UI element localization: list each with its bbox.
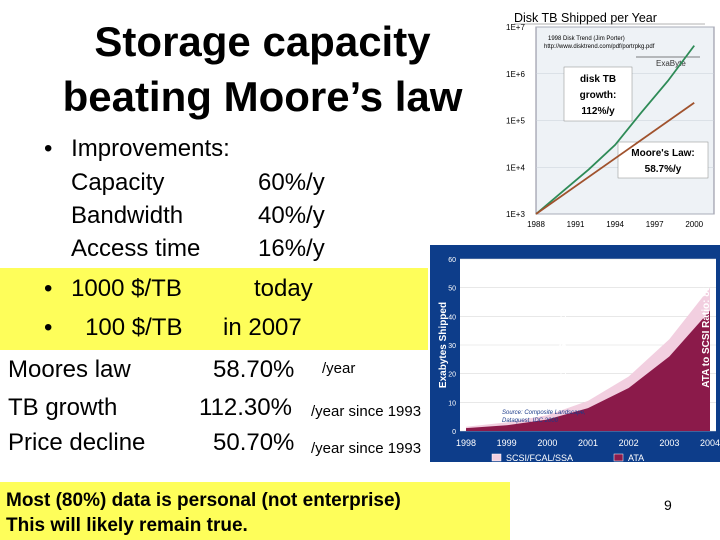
title-line-2: beating Moore’s law xyxy=(62,73,463,120)
disk-y-tick-label: 1E+5 xyxy=(506,117,525,126)
exabytes-chart: 0 10 20 30 40 50 60 1998 1999 2000 2001 2002 2003 20… xyxy=(430,245,720,462)
annotation-exabyte: ExaByte xyxy=(656,59,686,68)
disk-growth-line1: disk TB xyxy=(580,74,616,85)
growth-value-tb-growth: 112.30% xyxy=(199,394,292,421)
price-today-when: today xyxy=(254,275,313,302)
moores-law-series-line xyxy=(535,101,695,215)
source-note-line1: 1998 Disk Trend (Jim Porter) xyxy=(548,36,625,42)
disk-chart-y-ticks: 1E+7 1E+6 1E+5 1E+4 1E+3 xyxy=(506,23,525,219)
legend-swatch-scsi xyxy=(491,453,502,462)
footer-box: Most (80%) data is personal (not enterpr… xyxy=(0,482,510,540)
disk-growth-box xyxy=(563,66,633,122)
growth-value-moores-law: 58.70% xyxy=(213,356,295,383)
exabytes-y-tick-label: 40 xyxy=(448,314,456,321)
growth-unit-tb-growth: /year since 1993 xyxy=(311,403,422,420)
price-today-amount: 1000 $/TB xyxy=(71,275,182,302)
exabytes-source-line2: Dataquest, IDC 2000 xyxy=(502,418,559,424)
footer-line-2: This will likely remain true. xyxy=(6,515,248,536)
source-note-line2: http://www.disktrend.com/pdf/portrpkg.pd… xyxy=(544,44,655,50)
exabytes-x-tick-label: 2001 xyxy=(578,438,598,448)
legend-label-scsi: SCSI/FCAL/SSA xyxy=(506,453,573,462)
price-highlight-box xyxy=(0,268,428,350)
moore-line2: 58.7%/y xyxy=(645,164,682,175)
exabytes-y-tick-label: 50 xyxy=(448,286,456,293)
bullet-price-2007: • 100 $/TB xyxy=(44,314,183,341)
exabytes-areas xyxy=(466,287,710,431)
exabytes-x-tick-label: 1999 xyxy=(497,438,517,448)
bullet-price-today: • 1000 $/TB xyxy=(44,275,182,302)
moore-box xyxy=(617,141,709,179)
exabytes-y-ticks: 0 10 20 30 40 50 60 xyxy=(448,257,456,436)
exabytes-x-ticks: 1998 1999 2000 2001 2002 2003 2004 xyxy=(456,438,720,448)
disk-x-tick-label: 1988 xyxy=(527,220,545,229)
disk-growth-series-line xyxy=(535,45,695,215)
exabytes-y-tick-label: 20 xyxy=(448,372,456,379)
growth-value-price-decline: 50.70% xyxy=(213,429,295,456)
title-line-1: Storage capacity xyxy=(94,18,431,65)
growth-unit-moores-law: /year xyxy=(322,360,356,377)
slide-title: Storage capacity beating Moore’s law xyxy=(30,14,495,124)
footer-line-1: Most (80%) data is personal (not enterpr… xyxy=(6,490,401,511)
exabytes-x-tick-label: 2000 xyxy=(537,438,557,448)
growth-unit-price-decline: /year since 1993 xyxy=(311,440,422,457)
disk-x-tick-label: 1991 xyxy=(567,220,585,229)
disk-y-tick-label: 1E+4 xyxy=(506,163,525,172)
disk-y-tick-label: 1E+3 xyxy=(506,210,525,219)
legend-swatch-ata xyxy=(613,453,624,462)
exabytes-y-tick-label: 0 xyxy=(452,429,456,436)
disk-x-tick-label: 1997 xyxy=(646,220,664,229)
exabytes-x-tick-label: 2003 xyxy=(659,438,679,448)
disk-growth-line3: 112%/y xyxy=(581,106,615,117)
exabytes-x-tick-label: 2002 xyxy=(619,438,639,448)
growth-label-tb-growth: TB growth xyxy=(8,394,118,421)
improvement-row-capacity: Capacity xyxy=(71,166,164,200)
bullet-improvements: • Improvements: xyxy=(44,135,230,162)
ata-area xyxy=(466,310,710,431)
disk-chart-x-ticks: 1988 1991 1994 1997 2000 xyxy=(527,220,704,229)
price-2007-amount: 100 $/TB xyxy=(85,314,183,341)
disk-x-tick-label: 1994 xyxy=(606,220,624,229)
improvement-value-bandwidth: 40%/y xyxy=(258,202,325,229)
growth-label-moores-law: Moores law xyxy=(8,356,131,383)
disk-y-tick-label: 1E+7 xyxy=(506,23,525,32)
disk-chart-title: Disk TB Shipped per Year xyxy=(514,11,657,25)
moore-line1: Moore's Law: xyxy=(631,148,695,159)
exabytes-ylabel: Exabytes Shipped xyxy=(438,302,449,388)
improvement-value-access-time: 16%/y xyxy=(258,235,325,262)
exabytes-source-line1: Source: Composite Landscape, xyxy=(502,410,586,416)
disk-y-tick-label: 1E+6 xyxy=(506,70,525,79)
legend-label-ata: ATA xyxy=(628,453,644,462)
improvement-row-bandwidth: Bandwidth xyxy=(71,199,183,233)
disk-tb-chart: Disk TB Shipped per Year 1E+71E+61E+51E+… xyxy=(506,11,715,229)
improvement-value-capacity: 60%/y xyxy=(258,169,325,196)
disk-growth-line2: growth: xyxy=(580,90,617,101)
ratio-label-left: ATA to SCSI Ratio: 6:1 xyxy=(558,292,569,398)
disk-chart-series xyxy=(535,45,695,215)
price-2007-when: in 2007 xyxy=(223,314,302,341)
disk-x-tick-label: 2000 xyxy=(685,220,703,229)
ratio-label-right: ATA to SCSI Ratio: 8:1 xyxy=(701,282,712,388)
exabytes-y-tick-label: 30 xyxy=(448,343,456,350)
exabytes-x-tick-label: 2004 xyxy=(700,438,720,448)
growth-label-price-decline: Price decline xyxy=(8,429,146,456)
exabytes-x-tick-label: 1998 xyxy=(456,438,476,448)
improvements-label: Improvements: xyxy=(71,135,230,162)
improvement-row-access-time: Access time xyxy=(71,232,200,266)
improvement-label: Capacity xyxy=(71,169,165,196)
page-number: 9 xyxy=(664,497,672,513)
improvement-label: Access time xyxy=(71,235,201,262)
exabytes-y-tick-label: 10 xyxy=(448,400,456,407)
improvement-label: Bandwidth xyxy=(71,202,184,229)
exabytes-y-tick-label: 60 xyxy=(448,257,456,264)
